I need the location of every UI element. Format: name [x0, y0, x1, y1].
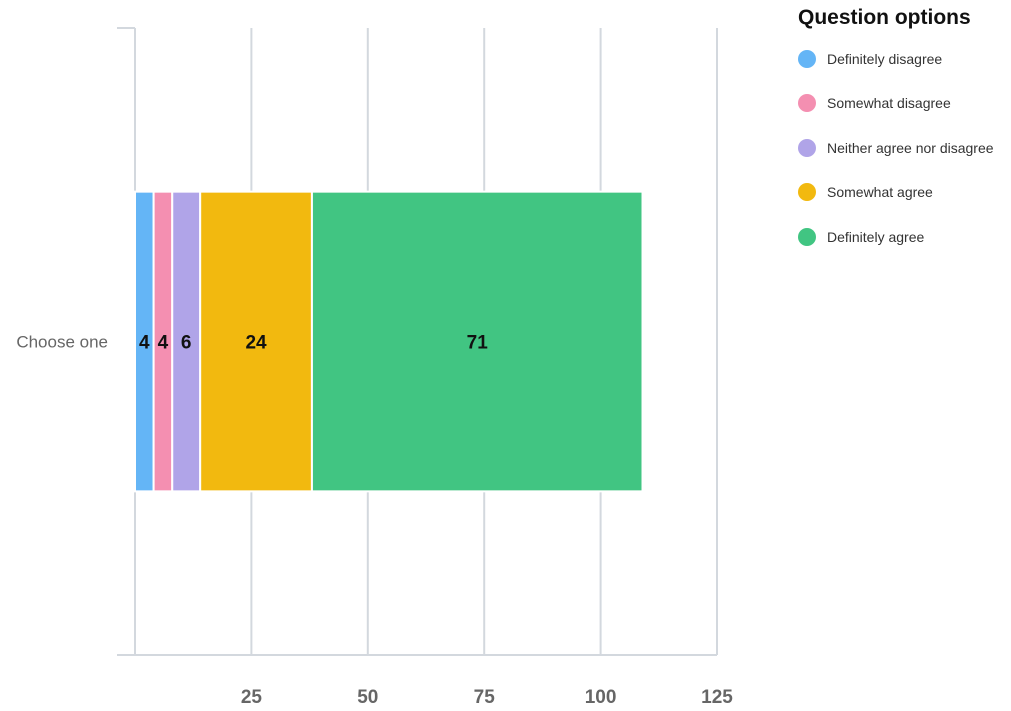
legend-swatch [798, 94, 816, 113]
data-label-3: 24 [245, 333, 267, 354]
x-tick-label-2: 75 [474, 687, 496, 708]
legend-title: Question options [798, 6, 971, 29]
legend-item-2[interactable]: Neither agree nor disagree [798, 137, 1010, 159]
x-tick-label-4: 125 [701, 687, 733, 708]
x-tick-label-3: 100 [585, 687, 617, 708]
category-labels: Choose one [16, 333, 108, 352]
bar-segment-4[interactable] [310, 190, 644, 493]
legend-swatch [798, 183, 816, 202]
legend-label: Somewhat agree [827, 184, 933, 201]
legend-item-4[interactable]: Definitely agree [798, 226, 1010, 248]
legend-items: Definitely disagree Somewhat disagree Neit… [798, 48, 1010, 248]
legend-item-1[interactable]: Somewhat disagree [798, 92, 1010, 114]
legend-swatch [798, 50, 816, 68]
data-label-0: 4 [139, 333, 150, 354]
legend-swatch [798, 227, 816, 246]
legend-label: Somewhat disagree [827, 95, 951, 112]
data-labels: 4 4 6 24 71 [139, 333, 488, 354]
legend-label: Definitely agree [827, 228, 925, 245]
legend-label: Definitely disagree [827, 51, 943, 67]
legend-swatch [798, 138, 816, 157]
legend: Question options Definitely disagree Some… [798, 6, 1010, 270]
data-label-1: 4 [158, 333, 169, 354]
legend-label: Neither agree nor disagree [827, 139, 994, 156]
legend-item-3[interactable]: Somewhat agree [798, 181, 1010, 203]
x-tick-label-1: 50 [357, 687, 378, 708]
bar-segments [134, 190, 644, 493]
x-tick-label-0: 25 [241, 687, 263, 708]
data-label-2: 6 [181, 333, 192, 354]
category-label: Choose one [16, 333, 108, 352]
legend-item-0[interactable]: Definitely disagree [798, 48, 1010, 70]
data-label-4: 71 [467, 333, 489, 354]
x-tick-labels: 25 50 75 100 125 [241, 687, 733, 708]
